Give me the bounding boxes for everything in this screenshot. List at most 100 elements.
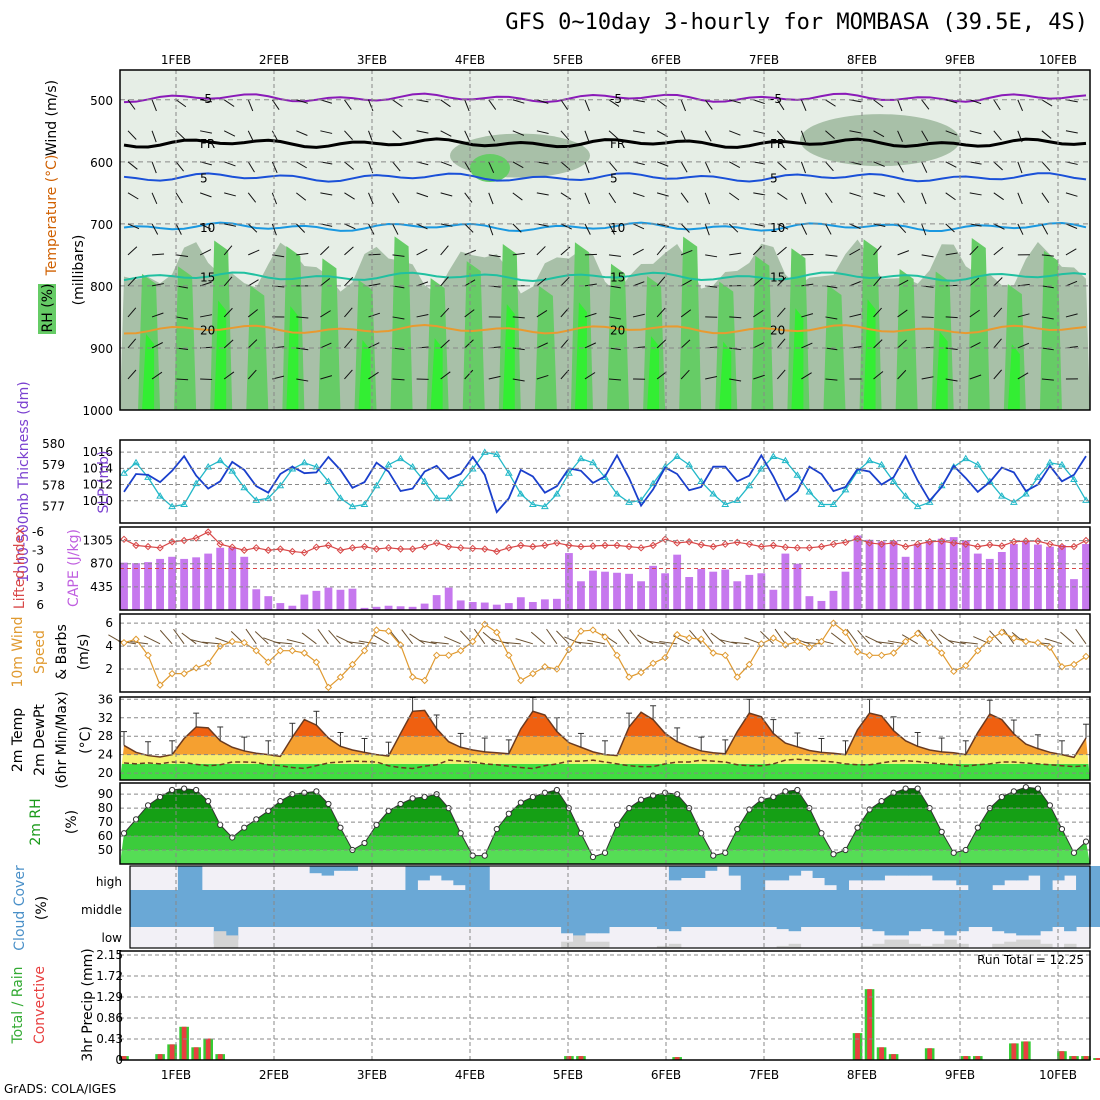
isotherm-label: FR — [770, 137, 785, 151]
rh-marker — [1010, 788, 1017, 795]
rh-marker — [1046, 802, 1054, 809]
wind-barb — [897, 250, 910, 256]
wind-marker — [300, 649, 309, 657]
wind-barb — [368, 371, 379, 380]
wind-barb — [776, 338, 786, 349]
wind-barb — [584, 312, 597, 318]
isotherm-label: 20 — [610, 323, 625, 337]
wind-barb — [368, 253, 381, 256]
thickness-marker — [577, 454, 585, 462]
cape-bar — [925, 540, 934, 610]
wind-barb — [729, 130, 741, 136]
cloud-bar — [680, 890, 694, 927]
cape-bar — [649, 565, 658, 610]
wind-barb — [825, 99, 836, 107]
wind-marker — [444, 651, 453, 660]
cape-bar — [709, 571, 718, 610]
wind-barb — [656, 371, 667, 380]
wind-barb — [897, 161, 904, 173]
thickness-marker — [625, 498, 633, 505]
rh-marker — [120, 830, 128, 837]
thickness-marker — [456, 479, 465, 487]
wind-barb — [416, 130, 429, 134]
wind-barb — [464, 309, 475, 318]
cape-tick: 1305 — [82, 534, 113, 548]
cloud-bar — [812, 890, 826, 927]
panel-frame — [119, 526, 1091, 611]
precip-conv-bar — [169, 1044, 175, 1060]
cloud-bar — [836, 890, 850, 927]
wind-barb — [416, 223, 428, 230]
wind-barb — [296, 347, 309, 351]
wind-tick: 4 — [105, 639, 113, 653]
wind-barb — [1065, 192, 1078, 197]
wind-barb — [416, 192, 429, 198]
wind-barb — [176, 254, 189, 258]
cape-bar — [300, 594, 309, 610]
wind-marker — [577, 627, 585, 635]
cloud-bar — [800, 890, 814, 927]
wind-barb — [151, 371, 163, 380]
wind-barb — [151, 223, 159, 235]
wind-barb — [801, 342, 813, 349]
cloud-bar — [776, 927, 790, 930]
li-marker — [757, 542, 766, 551]
wind-barb — [897, 369, 907, 380]
wind-marker — [252, 646, 260, 655]
wind-barb — [488, 161, 495, 173]
cloud-bar — [585, 927, 598, 934]
rh-plume-bright — [791, 308, 804, 410]
wind-barb — [392, 223, 399, 235]
wind-marker — [288, 646, 297, 655]
thickness-marker — [961, 454, 970, 462]
precip-conv-bar — [855, 1033, 860, 1060]
cape-bar — [408, 606, 417, 610]
wind-barb — [656, 99, 668, 108]
cape-bar — [685, 577, 694, 610]
wind-barb — [392, 99, 403, 108]
wind-barb — [993, 277, 1003, 287]
cloud-bar — [992, 927, 1005, 932]
bottom-day-label: 10FEB — [1039, 1068, 1077, 1082]
cloud-bar — [908, 866, 921, 876]
rh-marker — [637, 796, 645, 803]
cloud-bar — [932, 890, 945, 927]
wind-barb — [825, 161, 834, 172]
wind-marker — [841, 628, 850, 637]
wind-barb — [296, 253, 309, 256]
wind-barb — [945, 192, 956, 201]
li-marker — [697, 541, 705, 549]
cape-bar — [757, 573, 766, 610]
cape-bar — [937, 538, 946, 610]
rh-band — [120, 794, 1090, 809]
precip-conv-bar — [879, 1047, 884, 1060]
axis-label-speed: Speed — [32, 630, 48, 674]
cape-bar — [865, 539, 874, 610]
thickness-marker — [420, 477, 429, 485]
isotherm-label: 10 — [200, 221, 215, 235]
wind-barb — [776, 99, 785, 111]
wind-marker — [144, 651, 152, 660]
rh-marker — [481, 852, 488, 859]
wind-barb — [223, 276, 233, 287]
wind-barb — [1041, 130, 1052, 139]
cape-bar — [565, 553, 573, 610]
cloud-bar — [153, 890, 167, 927]
top-day-label: 3FEB — [357, 53, 387, 67]
wind-barb — [969, 223, 982, 227]
cloud-bar — [860, 927, 873, 930]
cloud-bar — [812, 866, 826, 878]
wind-barb — [536, 192, 549, 196]
cloud-bar — [141, 890, 155, 927]
cape-bar — [432, 595, 441, 610]
wind-barb — [729, 99, 741, 104]
wind-barb-10m — [286, 639, 305, 645]
wind-barb — [800, 223, 808, 235]
rh-marker — [758, 796, 765, 803]
low-cloud-bar — [1016, 939, 1029, 948]
wind-barb — [897, 339, 907, 349]
wind-barb — [368, 312, 381, 318]
thickness-marker — [252, 496, 261, 503]
wind-barb — [223, 339, 234, 349]
low-cloud-bar — [788, 943, 802, 948]
